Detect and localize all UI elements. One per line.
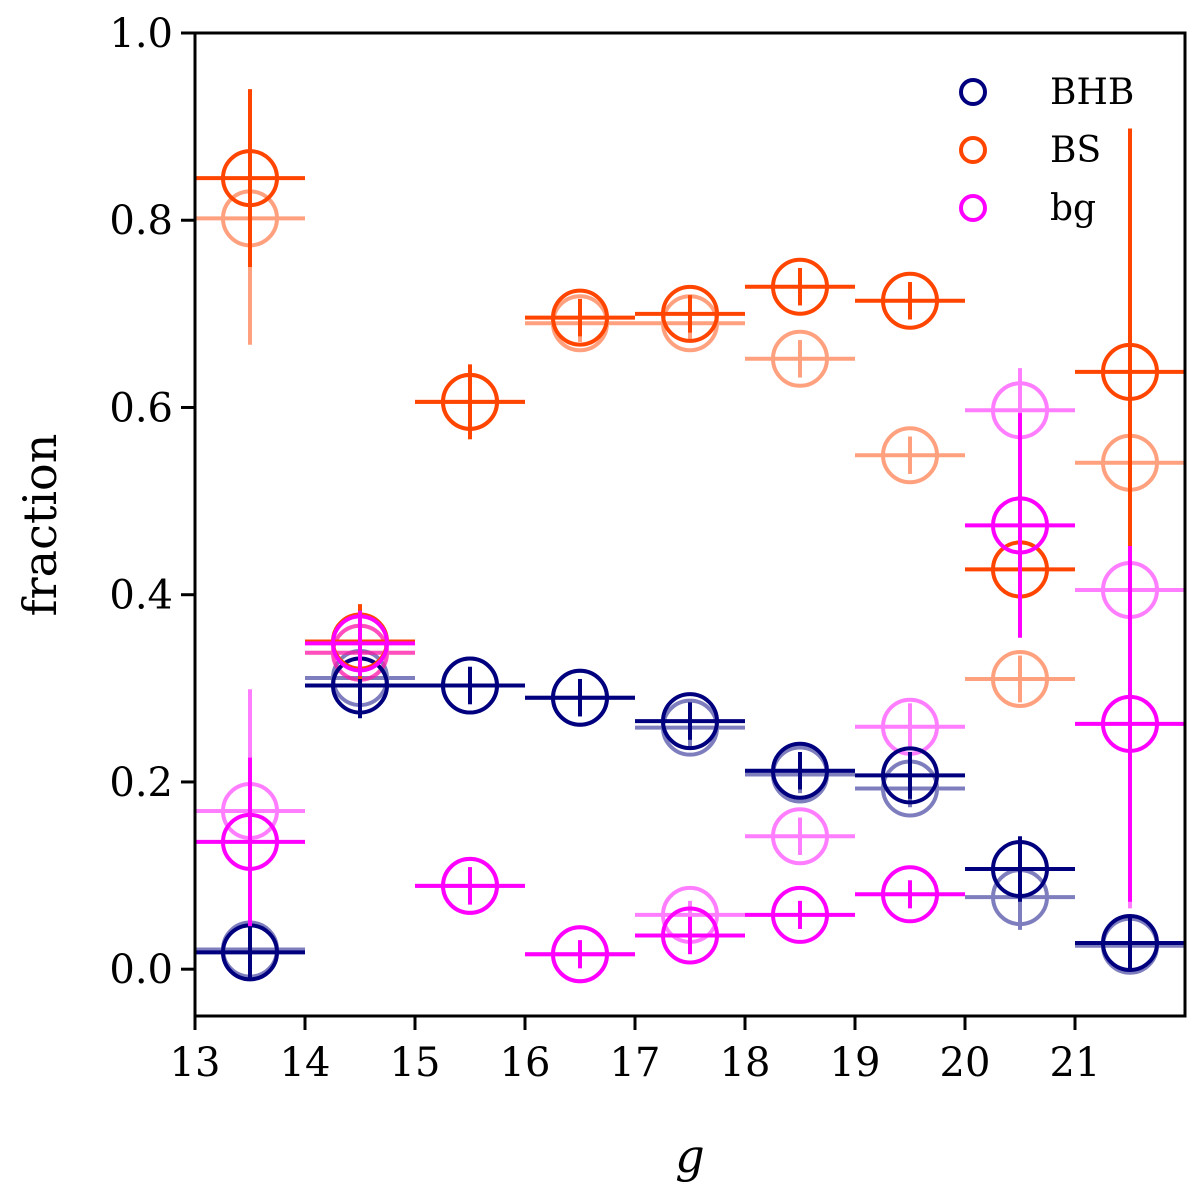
data-point (991, 649, 1049, 708)
x-axis-label: g (675, 1129, 704, 1183)
data-point (661, 692, 719, 751)
legend-marker (959, 78, 987, 106)
legend: BHB BS bg (959, 72, 1134, 229)
data-point (881, 271, 939, 330)
data-point (551, 668, 609, 727)
data-point (991, 496, 1049, 555)
data-point (551, 925, 609, 984)
data-point (771, 741, 829, 800)
series-bs-alt (195, 91, 1185, 708)
y-tick-label: 0.0 (109, 947, 173, 993)
y-tick-label: 0.8 (109, 198, 173, 244)
x-tick-label: 18 (720, 1040, 771, 1086)
data-point (441, 372, 499, 431)
plot-frame (193, 31, 1187, 1018)
data-point (771, 329, 829, 388)
data-point (881, 746, 939, 805)
x-tick-label: 13 (170, 1040, 221, 1086)
data-point (441, 856, 499, 915)
data-point (771, 807, 829, 866)
x-tick-label: 15 (390, 1040, 441, 1086)
data-point (991, 840, 1049, 899)
data-point (1101, 694, 1159, 753)
y-axis-label: fraction (13, 434, 67, 617)
x-tick-label: 19 (830, 1040, 881, 1086)
data-point (221, 149, 279, 208)
data-point (1101, 913, 1159, 972)
data-point (881, 426, 939, 485)
series-bg (195, 413, 1185, 984)
data-point (661, 906, 719, 965)
legend-label: BHB (1050, 72, 1134, 113)
data-point (771, 885, 829, 944)
x-tick-label: 14 (280, 1040, 331, 1086)
x-tick-label: 21 (1050, 1040, 1101, 1086)
data-point (551, 288, 609, 347)
x-tick-label: 20 (940, 1040, 991, 1086)
legend-marker (959, 194, 987, 222)
series-bs (195, 89, 1185, 679)
x-tick-label: 17 (610, 1040, 661, 1086)
legend-marker (959, 136, 987, 164)
data-point (881, 865, 939, 924)
ticks-layer: 13 14 15 16 17 18 19 20 21 0.0 0.2 0.4 0.6 0.8 1.0 (109, 11, 1100, 1086)
data-point (661, 284, 719, 343)
x-tick-label: 16 (500, 1040, 551, 1086)
data-point (441, 656, 499, 715)
y-tick-label: 0.2 (109, 760, 173, 806)
data-point (331, 614, 389, 673)
data-point (1101, 342, 1159, 401)
legend-label: BS (1050, 130, 1101, 171)
data-point (221, 812, 279, 871)
series-layer (195, 89, 1185, 984)
series-bhb (195, 652, 1185, 982)
y-tick-label: 0.4 (109, 573, 173, 619)
y-tick-label: 0.6 (109, 385, 173, 431)
data-point (771, 257, 829, 316)
y-tick-label: 1.0 (109, 11, 173, 57)
legend-label: bg (1050, 188, 1096, 229)
